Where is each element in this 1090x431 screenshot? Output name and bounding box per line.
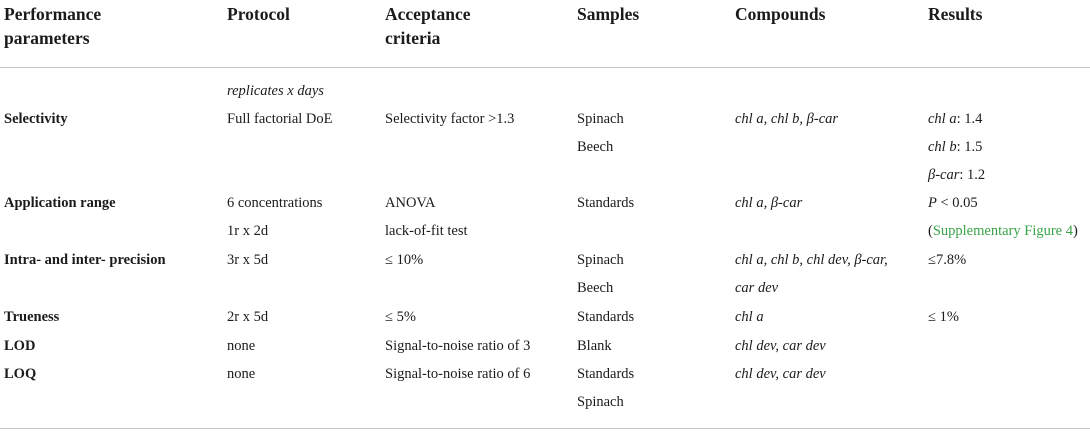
result-selectivity-1: chl a: 1.4: [928, 105, 982, 133]
result-precision: ≤7.8%: [928, 252, 967, 268]
header-acceptance-criteria-line1: Acceptance: [385, 4, 471, 24]
protocol-precision: 3r x 5d: [227, 252, 269, 268]
criteria-trueness: ≤ 5%: [385, 309, 416, 325]
protocol-lod: none: [227, 338, 256, 354]
criteria-lod: Signal-to-noise ratio of 3: [385, 338, 531, 354]
protocol-application-range-2: 1r x 2d: [227, 223, 269, 239]
result-label: β-car: [928, 167, 960, 183]
sample-loq-1: Standards: [577, 366, 635, 382]
compounds-precision-1: chl a, chl b, chl dev, β-car,: [735, 252, 888, 268]
protocol-trueness: 2r x 5d: [227, 309, 269, 325]
sample-lod: Blank: [577, 338, 612, 354]
header-samples: Samples: [577, 4, 640, 24]
compounds-trueness: chl a: [735, 309, 764, 325]
criteria-selectivity: Selectivity factor >1.3: [385, 111, 515, 127]
protocol-loq: none: [227, 366, 256, 382]
param-lod: LOD: [4, 338, 36, 354]
result-value: : 1.5: [956, 139, 983, 155]
table-row-selectivity: Selectivity Full factorial DoE Selectivi…: [0, 105, 1090, 133]
compounds-loq: chl dev, car dev: [735, 366, 826, 382]
result-label: chl a: [928, 111, 957, 127]
header-compounds: Compounds: [735, 4, 826, 24]
table-row-application-range-cont: 1r x 2d lack-of-fit test (Supplementary …: [0, 217, 1090, 245]
sample-application-range: Standards: [577, 195, 635, 211]
table-row-precision-cont: Beech car dev: [0, 274, 1090, 302]
sample-selectivity-2: Beech: [577, 139, 614, 155]
table-bottom-rule: [0, 428, 1090, 429]
table-row-trueness: Trueness 2r x 5d ≤ 5% Standards chl a ≤ …: [0, 303, 1090, 331]
table-header: Performance parameters Protocol Acceptan…: [0, 0, 1090, 68]
table-row-selectivity-cont2: β-car: 1.2: [0, 161, 1090, 189]
subheader-row: replicates x days: [0, 77, 1090, 105]
header-performance-parameters: Performance parameters: [4, 2, 101, 50]
table-row-precision: Intra- and inter- precision 3r x 5d ≤ 10…: [0, 246, 1090, 274]
result-selectivity-3: β-car: 1.2: [928, 161, 985, 189]
criteria-precision: ≤ 10%: [385, 252, 424, 268]
sample-precision-1: Spinach: [577, 252, 624, 268]
param-precision: Intra- and inter- precision: [4, 252, 166, 268]
link-close-paren: ): [1073, 223, 1078, 239]
table-row-selectivity-cont: Beech chl b: 1.5: [0, 133, 1090, 161]
result-value: : 1.2: [959, 167, 986, 183]
result-application-range: P < 0.05: [928, 189, 978, 217]
header-performance-parameters-line1: Performance: [4, 4, 102, 24]
result-p-value: < 0.05: [936, 195, 978, 211]
criteria-loq: Signal-to-noise ratio of 6: [385, 366, 531, 382]
header-performance-parameters-line2: parameters: [4, 28, 90, 48]
table-row-lod: LOD none Signal-to-noise ratio of 3 Blan…: [0, 332, 1090, 360]
supplementary-figure-link[interactable]: Supplementary Figure 4: [932, 223, 1073, 239]
param-application-range: Application range: [4, 195, 116, 211]
sample-trueness: Standards: [577, 309, 635, 325]
header-protocol: Protocol: [227, 4, 290, 24]
result-application-range-link: (Supplementary Figure 4): [928, 217, 1078, 245]
protocol-selectivity: Full factorial DoE: [227, 111, 333, 127]
sample-precision-2: Beech: [577, 280, 614, 296]
compounds-application-range: chl a, β-car: [735, 195, 803, 211]
result-label: chl b: [928, 139, 957, 155]
protocol-application-range-1: 6 concentrations: [227, 195, 323, 211]
header-acceptance-criteria-line2: criteria: [385, 28, 441, 48]
result-trueness: ≤ 1%: [928, 309, 959, 325]
compounds-lod: chl dev, car dev: [735, 338, 826, 354]
link-open-paren: (: [928, 223, 933, 239]
result-value: : 1.4: [956, 111, 983, 127]
table-row-loq-cont: Spinach: [0, 388, 1090, 416]
compounds-selectivity: chl a, chl b, β-car: [735, 111, 839, 127]
sample-loq-2: Spinach: [577, 394, 624, 410]
result-p: P: [928, 195, 937, 211]
criteria-application-range-2: lack-of-fit test: [385, 223, 468, 239]
compounds-precision-2: car dev: [735, 280, 779, 296]
sample-selectivity-1: Spinach: [577, 111, 624, 127]
table-row-loq: LOQ none Signal-to-noise ratio of 6 Stan…: [0, 360, 1090, 388]
table-row-application-range: Application range 6 concentrations ANOVA…: [0, 189, 1090, 217]
result-selectivity-2: chl b: 1.5: [928, 133, 982, 161]
header-results: Results: [928, 4, 983, 24]
protocol-note: replicates x days: [227, 83, 324, 99]
param-selectivity: Selectivity: [4, 111, 68, 127]
criteria-application-range-1: ANOVA: [385, 195, 436, 211]
header-acceptance-criteria: Acceptance criteria: [385, 2, 471, 50]
param-trueness: Trueness: [4, 309, 60, 325]
param-loq: LOQ: [4, 366, 37, 382]
